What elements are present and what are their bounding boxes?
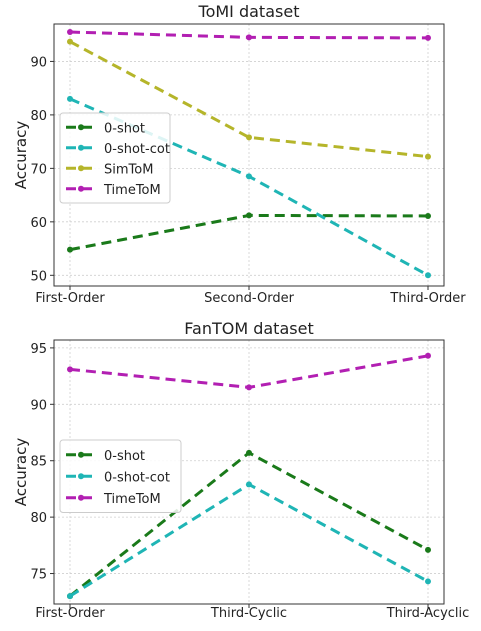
legend-marker bbox=[78, 494, 84, 501]
fantom-chart-panel: 75 80 85 90 95 First-Order Third-Cyclic Third-A… bbox=[12, 319, 469, 621]
data-point bbox=[67, 246, 73, 253]
y-tick-label: 90 bbox=[30, 398, 47, 413]
x-tick-label: Third-Acyclic bbox=[386, 606, 470, 621]
y-tick-label: 70 bbox=[30, 162, 47, 177]
data-point bbox=[246, 384, 252, 391]
y-tick-label: 80 bbox=[30, 109, 47, 124]
legend-marker bbox=[78, 451, 84, 458]
legend-label: 0-shot bbox=[104, 121, 145, 136]
x-tick-label: Third-Order bbox=[389, 291, 466, 306]
y-tick-label: 85 bbox=[30, 455, 47, 470]
chart-title: FanTOM dataset bbox=[184, 319, 313, 338]
y-axis-label: Accuracy bbox=[12, 438, 30, 507]
x-tick-label: First-Order bbox=[35, 291, 105, 306]
legend-label: TimeToM bbox=[103, 183, 161, 198]
legend-marker bbox=[78, 473, 84, 480]
legend-label: 0-shot bbox=[104, 449, 145, 464]
legend-marker bbox=[78, 185, 84, 192]
data-point bbox=[246, 449, 252, 456]
data-point bbox=[67, 95, 73, 102]
data-point bbox=[67, 593, 73, 600]
data-point bbox=[425, 272, 431, 279]
legend-marker bbox=[78, 144, 84, 151]
data-point bbox=[246, 481, 252, 488]
x-tick-label: Second-Order bbox=[204, 291, 294, 306]
tomi-chart-panel: 50 60 70 80 90 First-Order Second-Order Third-O… bbox=[12, 2, 466, 306]
x-tick-label: Third-Cyclic bbox=[210, 606, 287, 621]
y-tick-label: 60 bbox=[30, 216, 47, 231]
legend-label: SimToM bbox=[104, 162, 153, 177]
series-line bbox=[69, 40, 429, 159]
legend-label: 0-shot-cot bbox=[104, 142, 170, 157]
y-tick-label: 95 bbox=[30, 342, 47, 357]
x-tick-label: First-Order bbox=[35, 606, 105, 621]
chart-title: ToMI dataset bbox=[198, 2, 300, 21]
legend-label: TimeToM bbox=[103, 492, 161, 507]
y-tick-label: 90 bbox=[30, 55, 47, 70]
legend-box bbox=[59, 439, 182, 513]
data-point bbox=[67, 29, 73, 36]
data-point bbox=[425, 546, 431, 553]
data-point bbox=[425, 34, 431, 41]
data-point bbox=[425, 352, 431, 359]
data-point bbox=[425, 212, 431, 219]
data-point bbox=[67, 366, 73, 373]
legend-marker bbox=[78, 124, 84, 131]
legend-box bbox=[59, 112, 171, 204]
legend-label: 0-shot-cot bbox=[104, 470, 170, 485]
y-tick-label: 50 bbox=[30, 269, 47, 284]
data-point bbox=[246, 212, 252, 219]
data-point bbox=[67, 38, 73, 45]
data-point bbox=[246, 34, 252, 41]
data-point bbox=[425, 153, 431, 160]
y-axis-label: Accuracy bbox=[12, 121, 30, 190]
data-point bbox=[246, 173, 252, 180]
y-tick-label: 80 bbox=[30, 511, 47, 526]
legend-marker bbox=[78, 165, 84, 172]
y-tick-label: 75 bbox=[30, 568, 47, 583]
data-point bbox=[246, 134, 252, 141]
data-point bbox=[425, 578, 431, 585]
